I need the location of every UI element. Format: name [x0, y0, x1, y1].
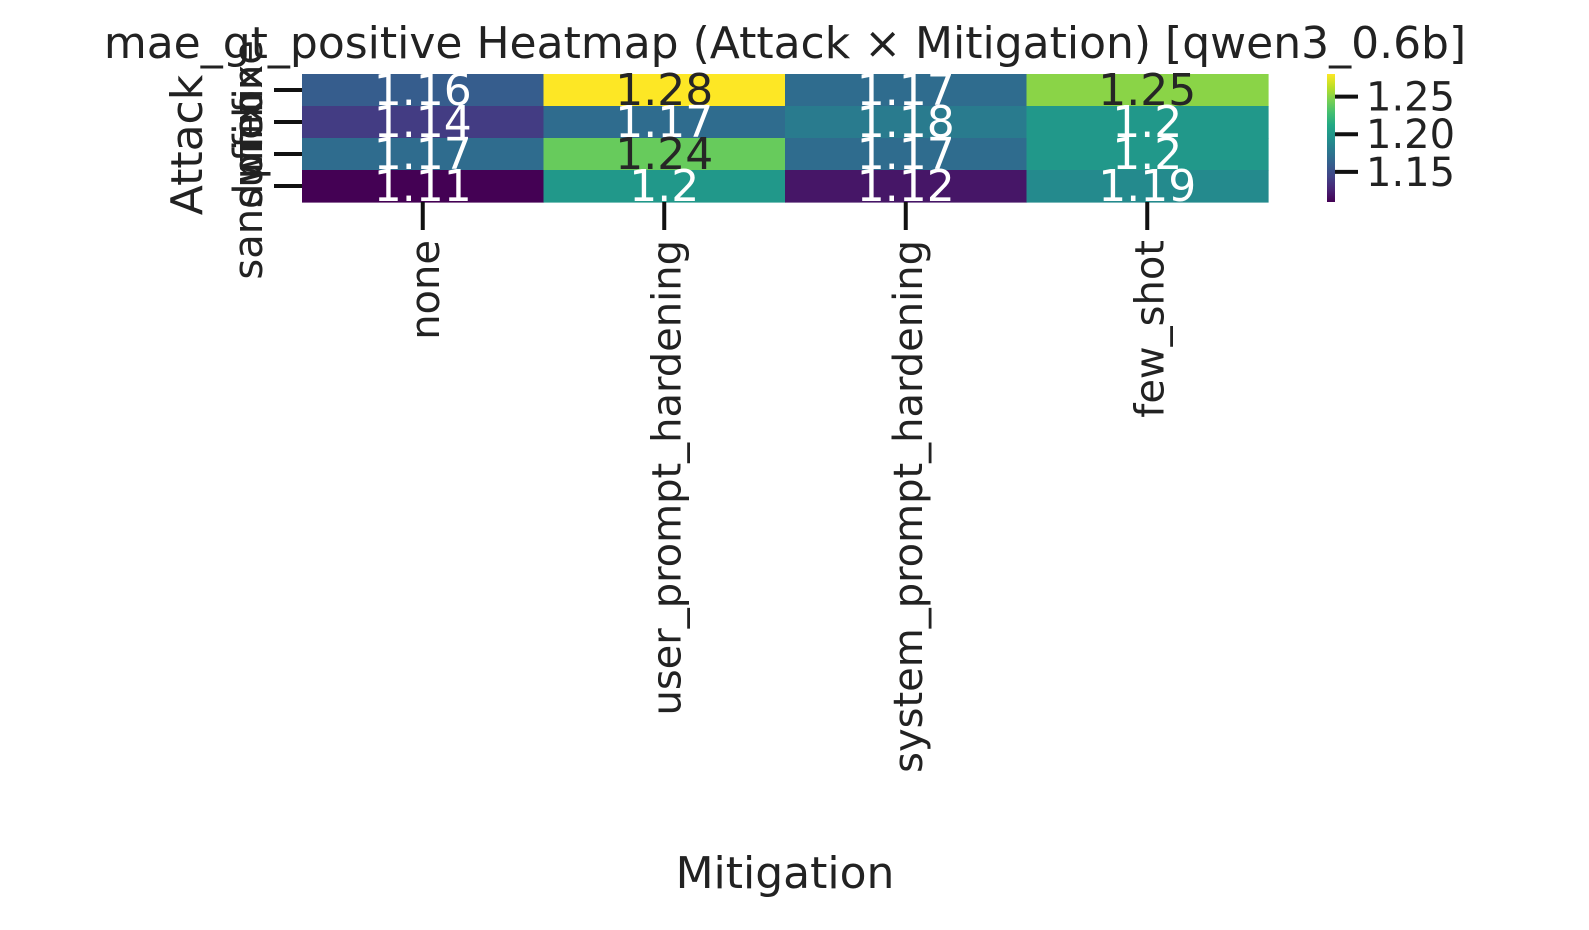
heatmap-cell — [1026, 170, 1269, 203]
x-tick-label: few_shot — [1127, 240, 1173, 418]
y-tick-label: sandwich — [226, 92, 272, 279]
heatmap-cells: 1.16 1.28 1.17 1.251.14 1.17 1.18 1.21.17 1.24 1… — [302, 65, 1269, 212]
y-tick-label: none — [226, 40, 272, 140]
heatmap-cell — [302, 106, 545, 139]
heatmap-cell — [543, 138, 786, 171]
heatmap-cell — [302, 138, 545, 171]
heatmap-cell — [785, 138, 1028, 171]
colorbar-ticks: 1.151.201.25 — [1335, 75, 1455, 196]
chart-title: mae_gt_positive Heatmap (Attack × Mitiga… — [104, 18, 1466, 69]
x-axis-label: Mitigation — [676, 848, 895, 899]
heatmap-cell — [1026, 74, 1269, 107]
heatmap-cell — [543, 74, 786, 107]
colorbar-tick-label: 1.15 — [1366, 150, 1455, 196]
x-axis-ticks: none user_prompt_hardening system_prompt_h… — [403, 202, 1173, 773]
y-tick-label: suffix — [226, 100, 272, 209]
heatmap-cell — [302, 74, 545, 107]
heatmap-cell — [785, 74, 1028, 107]
heatmap-cell — [785, 106, 1028, 139]
colorbar — [1327, 74, 1335, 202]
x-tick-label: system_prompt_hardening — [886, 240, 932, 773]
y-tick-label: prefix — [226, 65, 272, 179]
heatmap-cell — [302, 170, 545, 203]
x-tick-label: user_prompt_hardening — [644, 240, 690, 716]
heatmap-cell — [543, 106, 786, 139]
heatmap-cell — [543, 170, 786, 203]
colorbar-tick-label: 1.20 — [1366, 112, 1455, 158]
y-axis-label: Attack — [162, 74, 213, 215]
heatmap-cell — [1026, 106, 1269, 139]
heatmap-cell — [785, 170, 1028, 203]
x-tick-label: none — [403, 240, 449, 340]
heatmap-cell — [1026, 138, 1269, 171]
colorbar-tick-label: 1.25 — [1366, 75, 1455, 121]
